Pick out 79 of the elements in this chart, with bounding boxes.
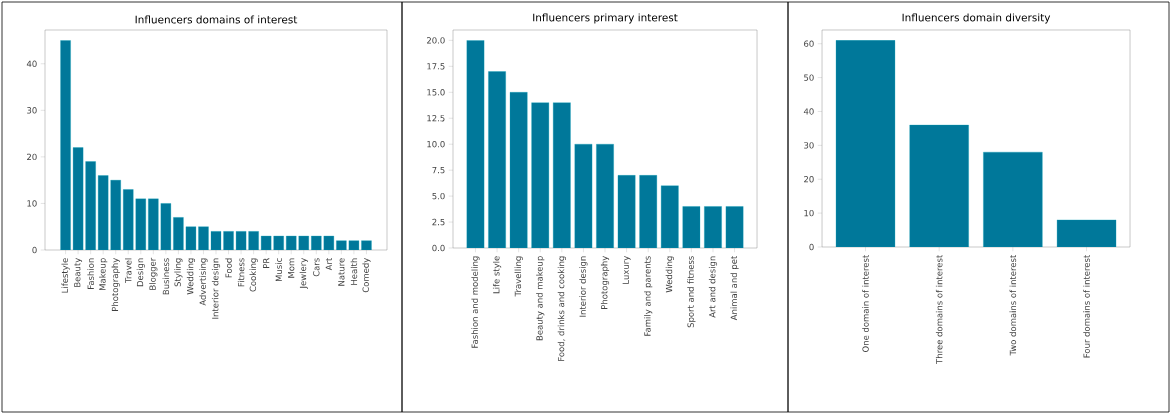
x-tick-label: Sport and fitness — [687, 256, 696, 328]
x-tick-label: Interior design — [579, 256, 588, 317]
bar — [466, 40, 485, 248]
y-tick-label: 2.5 — [432, 218, 445, 226]
x-tick-label: Design — [136, 258, 145, 287]
bar — [983, 152, 1043, 247]
x-tick-label: Lifestyle — [61, 258, 70, 293]
y-tick-label: 17.5 — [427, 63, 445, 70]
x-tick-label: Family and parents — [644, 256, 653, 336]
y-tick-label: 30 — [27, 107, 37, 114]
bar — [488, 71, 506, 248]
y-tick-label: 20 — [804, 176, 814, 183]
chart-title: Influencers primary interest — [533, 13, 678, 24]
y-tick-label: 50 — [804, 74, 814, 81]
x-tick-label: One domain of interest — [862, 254, 869, 352]
x-tick-label: Food, drinks and cooking — [557, 256, 566, 361]
x-tick-label: Cars — [313, 258, 320, 277]
chart-title: Influencers domains of interest — [135, 15, 298, 24]
x-tick-label: Luxury — [622, 256, 631, 284]
x-tick-label: Advertising — [199, 258, 208, 306]
x-tick-label: Art and design — [708, 256, 718, 318]
y-tick-label: 60 — [804, 40, 814, 47]
x-tick-label: Wedding — [665, 256, 674, 293]
y-tick-label: 20.0 — [427, 37, 445, 44]
x-tick-label: Two domains of interest — [1009, 254, 1017, 356]
bar — [510, 92, 528, 248]
x-tick-label: Four domains of interest — [1083, 254, 1090, 358]
y-tick-label: 10 — [27, 200, 37, 207]
x-tick-label: Three domains of interest — [935, 254, 943, 364]
x-tick-label: Music — [275, 258, 282, 282]
x-tick-label: Cooking — [249, 258, 258, 292]
x-tick-label: Fitness — [237, 258, 245, 287]
y-tick-label: 30 — [804, 142, 814, 149]
y-tick-label: 10 — [804, 209, 814, 217]
x-tick-label: Animal and pet — [730, 255, 739, 321]
x-tick-label: Photography — [600, 256, 610, 309]
y-tick-label: 7.5 — [432, 167, 445, 174]
x-tick-label: Comedy — [362, 258, 371, 293]
x-tick-label: Fashion — [87, 258, 94, 289]
x-tick-label: Beauty and makeup — [536, 256, 545, 341]
x-tick-label: PR — [263, 258, 270, 268]
bar — [553, 102, 571, 248]
y-tick-label: 5.0 — [432, 192, 445, 200]
x-tick-label: Beauty — [74, 258, 83, 287]
y-tick-label: 40 — [26, 60, 37, 67]
y-tick-label: 10.0 — [427, 140, 445, 148]
x-tick-label: Photography — [111, 258, 120, 311]
y-tick-label: 40 — [803, 108, 814, 115]
y-tick-label: 0.0 — [432, 244, 445, 252]
bar — [661, 185, 679, 248]
x-tick-label: Makeup — [99, 258, 108, 290]
chart-title: Influencers domain diversity — [902, 13, 1051, 24]
x-tick-label: Interior design — [211, 258, 221, 319]
bar — [574, 144, 593, 248]
x-tick-label: Travel — [124, 258, 132, 283]
x-tick-label: Jewlery — [299, 258, 308, 289]
y-tick-label: 15.0 — [427, 89, 445, 96]
bar — [596, 144, 614, 248]
x-tick-label: Fashion and modeling — [471, 256, 480, 348]
x-tick-label: Art — [325, 257, 332, 271]
x-tick-label: Health — [350, 258, 358, 285]
x-tick-label: Styling — [174, 258, 183, 287]
x-tick-label: Nature — [338, 258, 345, 286]
bar — [909, 125, 969, 247]
x-tick-label: Business — [162, 258, 170, 295]
bar — [836, 40, 895, 247]
bar — [639, 175, 657, 248]
x-tick-label: Life style — [492, 256, 502, 294]
y-tick-label: 0 — [32, 246, 37, 254]
x-tick-label: Wedding — [186, 258, 196, 295]
x-tick-label: Food — [225, 258, 232, 278]
x-tick-label: Mom — [288, 258, 295, 278]
bar — [531, 102, 549, 248]
y-tick-label: 12.5 — [427, 115, 445, 122]
bar — [617, 175, 636, 248]
x-tick-label: Travelling — [514, 256, 523, 297]
x-tick-label: Blogger — [149, 257, 158, 290]
y-tick-label: 0 — [809, 243, 814, 251]
y-tick-label: 20 — [27, 153, 37, 161]
